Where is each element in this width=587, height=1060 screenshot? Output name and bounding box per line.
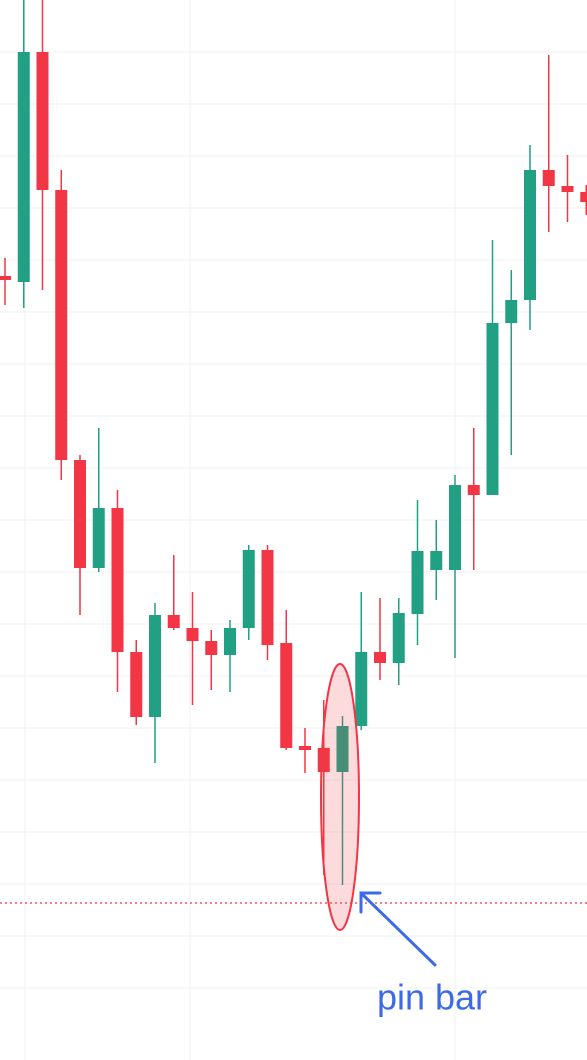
candle-body xyxy=(299,746,311,750)
candle-body xyxy=(224,628,236,655)
candle-body xyxy=(355,652,368,726)
candle-body xyxy=(205,641,218,655)
candle-body xyxy=(336,726,349,772)
candle-body xyxy=(111,508,124,652)
candle-body xyxy=(261,550,274,645)
candle-body xyxy=(242,550,255,628)
candle-body xyxy=(524,170,536,300)
candle-body xyxy=(149,615,161,717)
candle-body xyxy=(92,508,105,568)
candle-body xyxy=(430,551,443,570)
candle-body xyxy=(55,190,68,460)
candle-body xyxy=(280,643,293,748)
candle-body xyxy=(17,52,30,282)
candle-body xyxy=(580,192,587,202)
candle-body xyxy=(186,628,199,641)
highlight-ellipse xyxy=(320,663,360,931)
candle-body xyxy=(36,52,49,190)
candle-body xyxy=(486,323,499,495)
candle-body xyxy=(449,485,461,570)
candle-body xyxy=(392,613,405,663)
candle-body xyxy=(467,485,480,495)
arrow xyxy=(359,891,437,967)
candle-body xyxy=(0,276,11,280)
candle-body xyxy=(374,652,386,663)
candle-body xyxy=(74,460,86,568)
candle-body xyxy=(542,170,555,186)
candle-body xyxy=(561,186,574,192)
candle-body xyxy=(411,551,424,614)
annotation: pin bar xyxy=(377,977,487,1018)
candle-body xyxy=(505,300,518,323)
candle-body xyxy=(130,652,143,717)
candle-body xyxy=(167,615,180,628)
